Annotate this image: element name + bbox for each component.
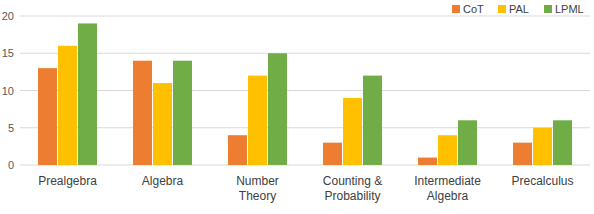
x-tick-label: Precalculus	[511, 174, 573, 188]
x-tick-label: Counting &Probability	[323, 174, 382, 203]
bar	[228, 135, 247, 165]
grid-line	[20, 16, 590, 17]
bar	[78, 23, 97, 165]
bar	[268, 53, 287, 165]
bar	[323, 143, 342, 165]
bar	[363, 76, 382, 165]
bar	[438, 135, 457, 165]
bar	[553, 120, 572, 165]
bar	[533, 128, 552, 165]
bar	[458, 120, 477, 165]
x-tick-label: Algebra	[142, 174, 184, 188]
y-tick-label: 0	[8, 159, 14, 171]
chart-container: 0 5 10 15 20 Prealgebra Algebra NumberTheory Cou…	[0, 0, 594, 214]
grid-line	[20, 127, 590, 128]
legend-swatch	[544, 5, 552, 13]
legend-label: PAL	[509, 3, 529, 15]
bar	[343, 98, 362, 165]
x-tick-label: Prealgebra	[38, 174, 97, 188]
x-tick-label: IntermediateAlgebra	[414, 174, 481, 203]
grid-line	[20, 165, 590, 166]
legend-swatch	[452, 5, 460, 13]
legend-label: LPML	[555, 3, 584, 15]
x-tick-label: NumberTheory	[236, 174, 279, 203]
bar	[513, 143, 532, 165]
grid-line	[20, 53, 590, 54]
grid-line	[20, 90, 590, 91]
y-tick-label: 15	[2, 47, 14, 59]
chart: 0 5 10 15 20 Prealgebra Algebra NumberTheory Cou…	[0, 0, 594, 214]
y-tick-label: 10	[2, 85, 14, 97]
bar	[58, 46, 77, 165]
legend-swatch	[498, 5, 506, 13]
bars	[38, 23, 572, 165]
bar	[133, 61, 152, 165]
bar	[38, 68, 57, 165]
bar	[418, 158, 437, 165]
y-tick-label: 20	[2, 10, 14, 22]
bar	[153, 83, 172, 165]
y-tick-label: 5	[8, 122, 14, 134]
bar	[173, 61, 192, 165]
legend-label: CoT	[463, 3, 484, 15]
bar	[248, 76, 267, 165]
